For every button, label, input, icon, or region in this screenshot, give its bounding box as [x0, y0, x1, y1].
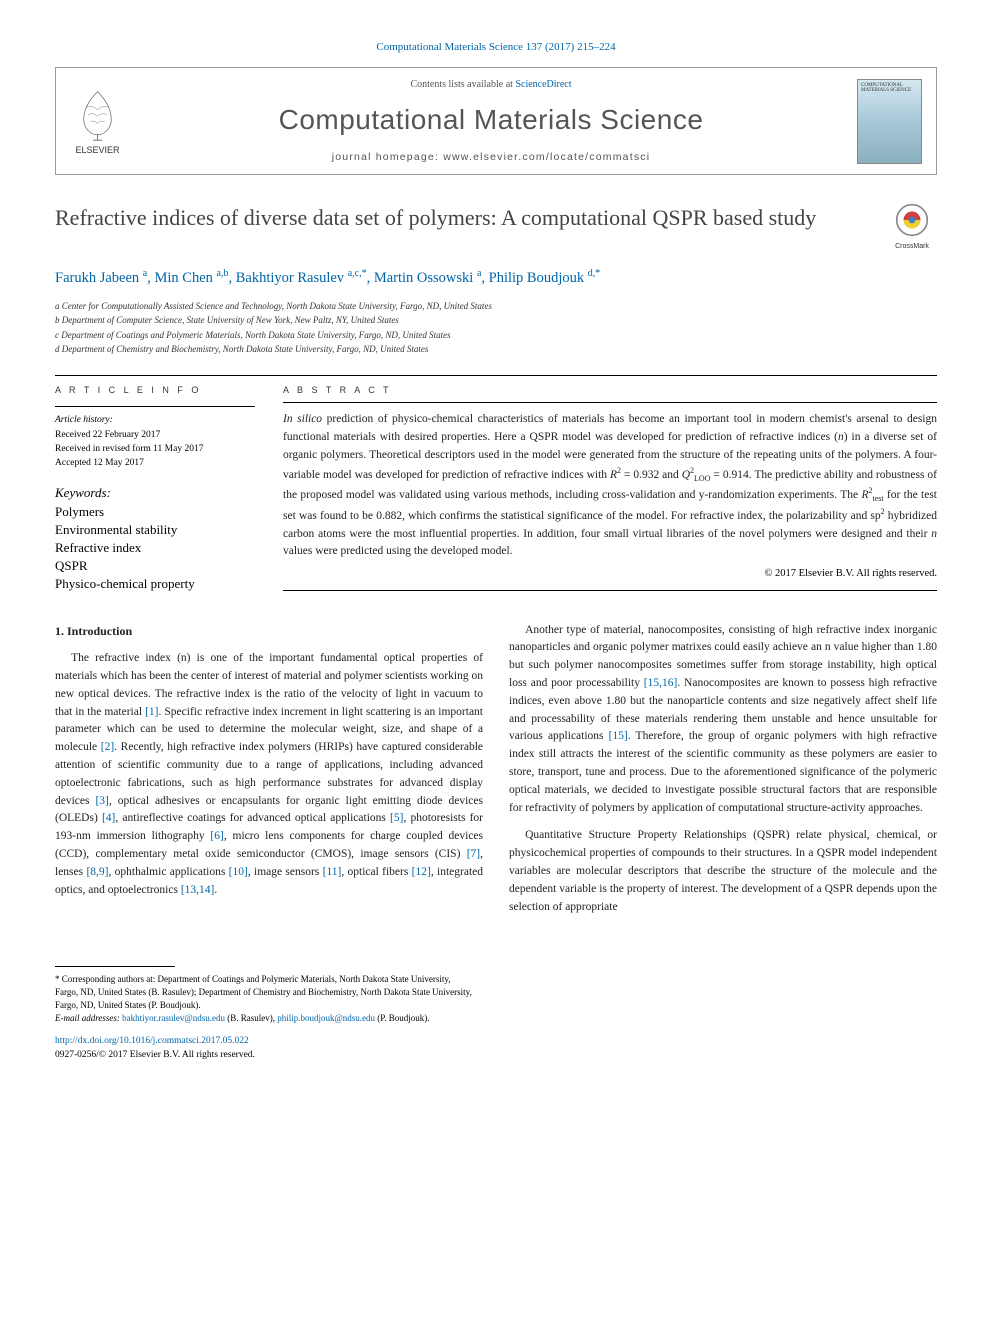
doi-link[interactable]: http://dx.doi.org/10.1016/j.commatsci.20… — [55, 1036, 249, 1046]
publisher-logo: ELSEVIER — [70, 87, 125, 157]
journal-cover-thumb: COMPUTATIONAL MATERIALS SCIENCE — [857, 79, 922, 164]
abstract-header: A B S T R A C T — [283, 376, 937, 403]
abstract-copyright: © 2017 Elsevier B.V. All rights reserved… — [283, 567, 937, 582]
paragraph: Another type of material, nanocomposites… — [509, 622, 937, 818]
contents-prefix: Contents lists available at — [410, 79, 515, 90]
publisher-label: ELSEVIER — [75, 144, 119, 157]
revised-date: Received in revised form 11 May 2017 — [55, 442, 255, 456]
journal-header: ELSEVIER Contents lists available at Sci… — [55, 67, 937, 175]
keywords-label: Keywords: — [55, 484, 255, 502]
keyword-item: QSPR — [55, 557, 255, 575]
keyword-item: Physico-chemical property — [55, 575, 255, 593]
accepted-date: Accepted 12 May 2017 — [55, 456, 255, 470]
paragraph: The refractive index (n) is one of the i… — [55, 650, 483, 899]
keywords-block: Keywords: Polymers Environmental stabili… — [55, 484, 255, 593]
affiliation-item: a Center for Computationally Assisted Sc… — [55, 300, 937, 314]
history-label: Article history: — [55, 413, 255, 427]
affiliation-list: a Center for Computationally Assisted Sc… — [55, 300, 937, 357]
affiliation-item: b Department of Computer Science, State … — [55, 314, 937, 328]
keyword-item: Polymers — [55, 503, 255, 521]
crossmark-icon — [895, 203, 929, 237]
abstract-text: In silico prediction of physico-chemical… — [283, 402, 937, 561]
sciencedirect-link[interactable]: ScienceDirect — [515, 79, 571, 90]
author-list: Farukh Jabeen a, Min Chen a,b, Bakhtiyor… — [55, 266, 937, 290]
email-link[interactable]: bakhtiyor.rasulev@ndsu.edu — [122, 1013, 225, 1023]
email-link[interactable]: philip.boudjouk@ndsu.edu — [277, 1013, 375, 1023]
citation-line: Computational Materials Science 137 (201… — [55, 40, 937, 55]
article-history: Article history: Received 22 February 20… — [55, 406, 255, 470]
corresponding-note: * Corresponding authors at: Department o… — [55, 973, 475, 1012]
journal-name: Computational Materials Science — [139, 100, 843, 139]
crossmark-badge[interactable]: CrossMark — [887, 203, 937, 252]
section-heading: 1. Introduction — [55, 622, 483, 641]
footnote-rule — [55, 966, 175, 967]
footnotes: * Corresponding authors at: Department o… — [55, 973, 475, 1025]
journal-homepage: journal homepage: www.elsevier.com/locat… — [139, 150, 843, 165]
cover-text: COMPUTATIONAL MATERIALS SCIENCE — [858, 80, 921, 97]
footer-zone: * Corresponding authors at: Department o… — [55, 966, 937, 1062]
paragraph: Quantitative Structure Property Relation… — [509, 827, 937, 916]
article-title: Refractive indices of diverse data set o… — [55, 203, 877, 233]
email-who: (P. Boudjouk). — [375, 1013, 430, 1023]
affiliation-item: c Department of Coatings and Polymeric M… — [55, 329, 937, 343]
keyword-item: Refractive index — [55, 539, 255, 557]
doi-line: http://dx.doi.org/10.1016/j.commatsci.20… — [55, 1035, 937, 1048]
email-who: (B. Rasulev), — [225, 1013, 277, 1023]
contents-line: Contents lists available at ScienceDirec… — [139, 78, 843, 92]
body-text: 1. Introduction The refractive index (n)… — [55, 622, 937, 918]
elsevier-tree-icon — [70, 87, 125, 142]
article-info-header: A R T I C L E I N F O — [55, 376, 255, 403]
email-label: E-mail addresses: — [55, 1013, 122, 1023]
crossmark-label: CrossMark — [887, 242, 937, 252]
email-line: E-mail addresses: bakhtiyor.rasulev@ndsu… — [55, 1012, 475, 1025]
divider — [283, 590, 937, 591]
keyword-item: Environmental stability — [55, 521, 255, 539]
received-date: Received 22 February 2017 — [55, 428, 255, 442]
affiliation-item: d Department of Chemistry and Biochemist… — [55, 343, 937, 357]
issn-line: 0927-0256/© 2017 Elsevier B.V. All right… — [55, 1049, 937, 1062]
